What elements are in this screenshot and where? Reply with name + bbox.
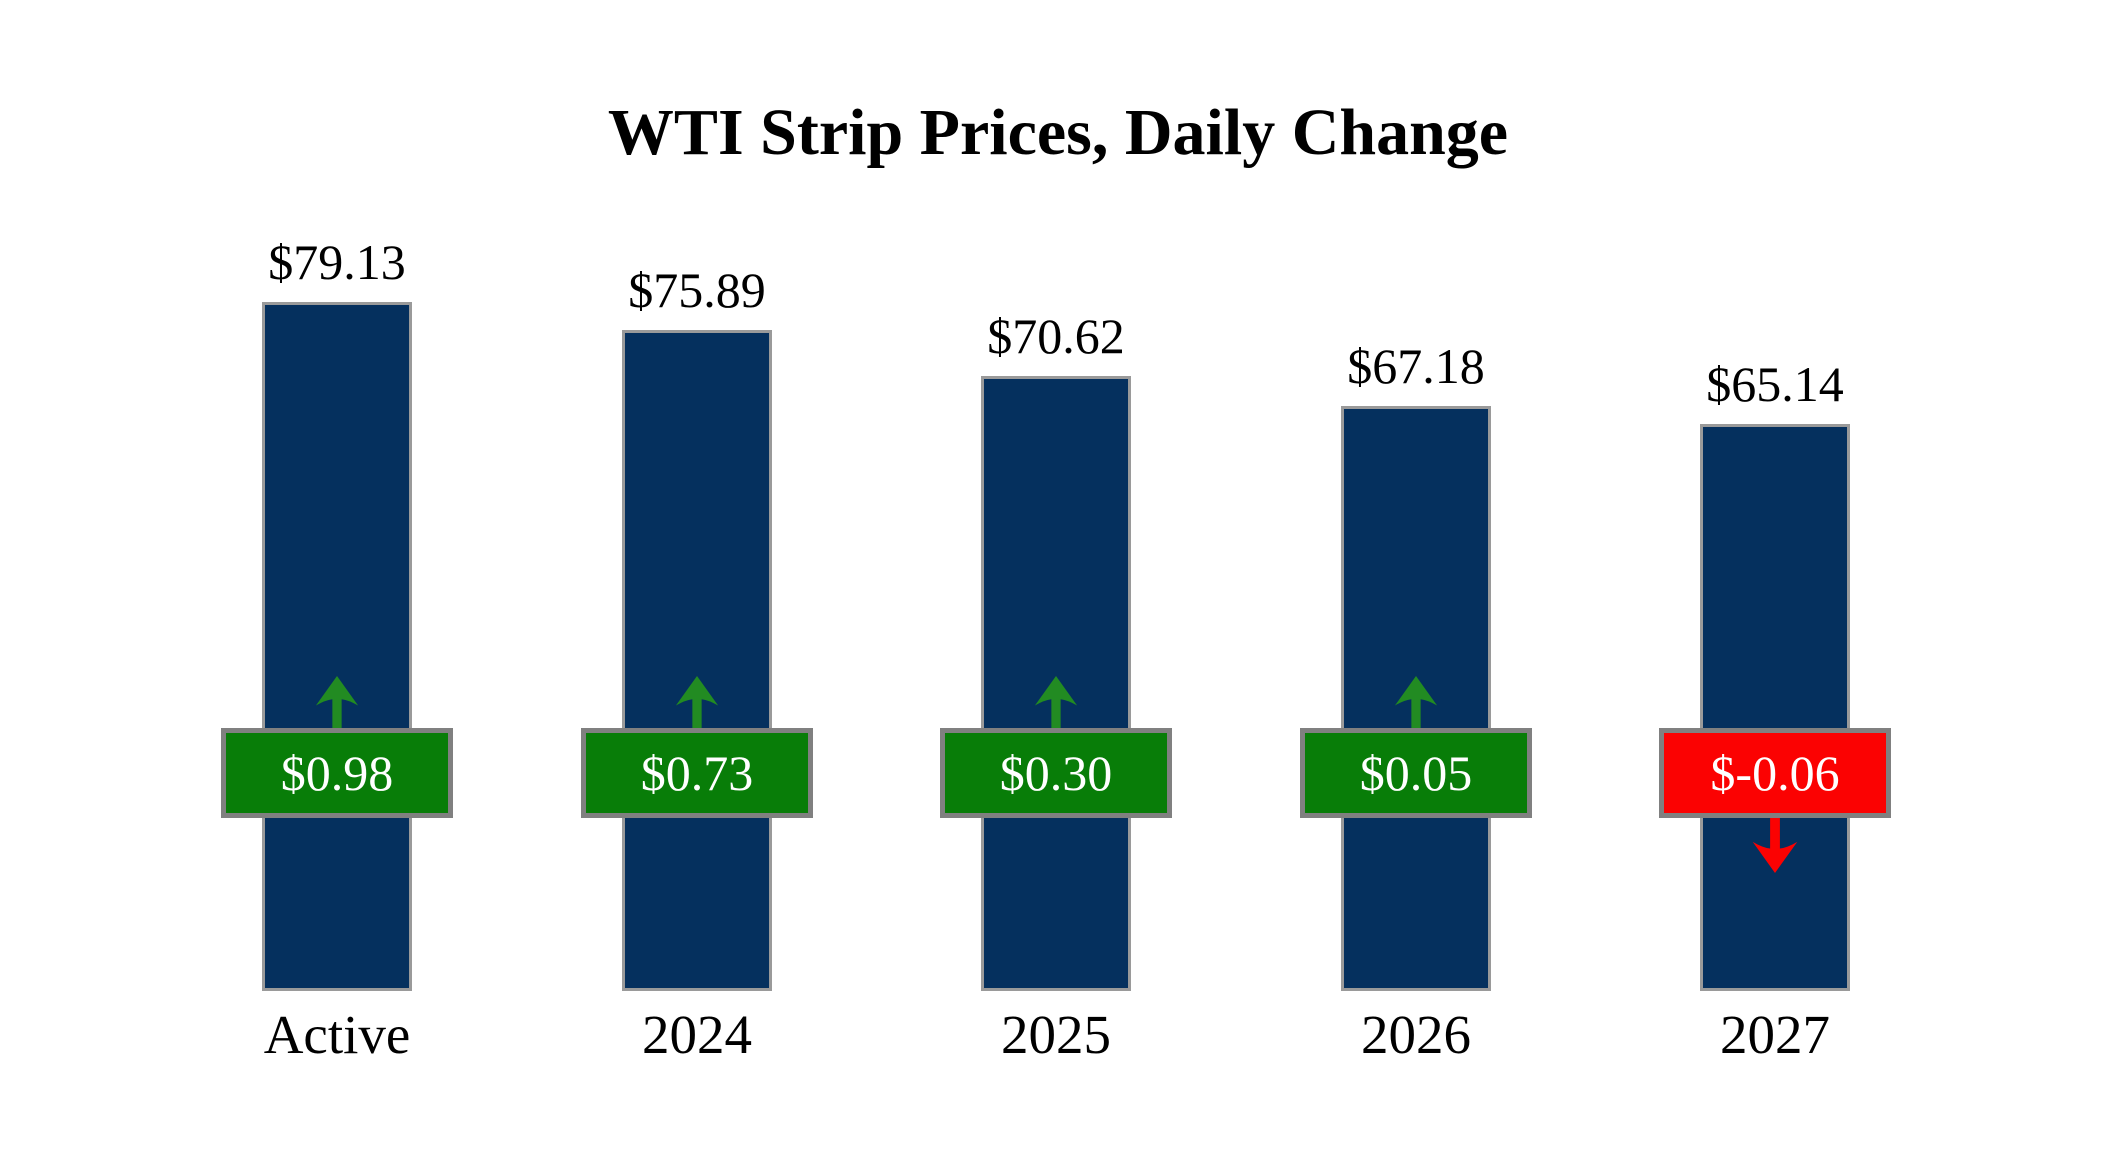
daily-change-value: $-0.06: [1710, 745, 1840, 801]
up-arrow-icon: [675, 676, 719, 730]
category-label: 2024: [642, 1004, 752, 1065]
daily-change-badge: $-0.06: [1659, 728, 1891, 818]
bar-value-label: $70.62: [987, 308, 1125, 364]
bar-value-label: $65.14: [1706, 356, 1844, 412]
daily-change-badge: $0.30: [940, 728, 1172, 818]
up-arrow-icon: [1394, 676, 1438, 730]
chart-title: WTI Strip Prices, Daily Change: [607, 96, 1509, 169]
daily-change-badge: $0.73: [581, 728, 813, 818]
bar-value-label: $79.13: [268, 234, 406, 290]
daily-change-badge: $0.98: [221, 728, 453, 818]
category-label: 2025: [1001, 1004, 1111, 1065]
daily-change-badge: $0.05: [1300, 728, 1532, 818]
category-label: Active: [263, 1004, 411, 1065]
daily-change-value: $0.98: [280, 745, 394, 801]
up-arrow-icon: [1034, 676, 1078, 730]
daily-change-value: $0.30: [999, 745, 1113, 801]
up-arrow-icon: [315, 676, 359, 730]
bar-value-label: $67.18: [1347, 338, 1485, 394]
bar-value-label: $75.89: [628, 262, 766, 318]
bar: [1700, 424, 1850, 991]
category-label: 2027: [1720, 1004, 1830, 1065]
bar: [262, 302, 412, 991]
down-arrow-icon: [1752, 816, 1798, 873]
daily-change-value: $0.73: [640, 745, 754, 801]
bar: [622, 330, 772, 991]
daily-change-value: $0.05: [1359, 745, 1473, 801]
category-label: 2026: [1361, 1004, 1471, 1065]
